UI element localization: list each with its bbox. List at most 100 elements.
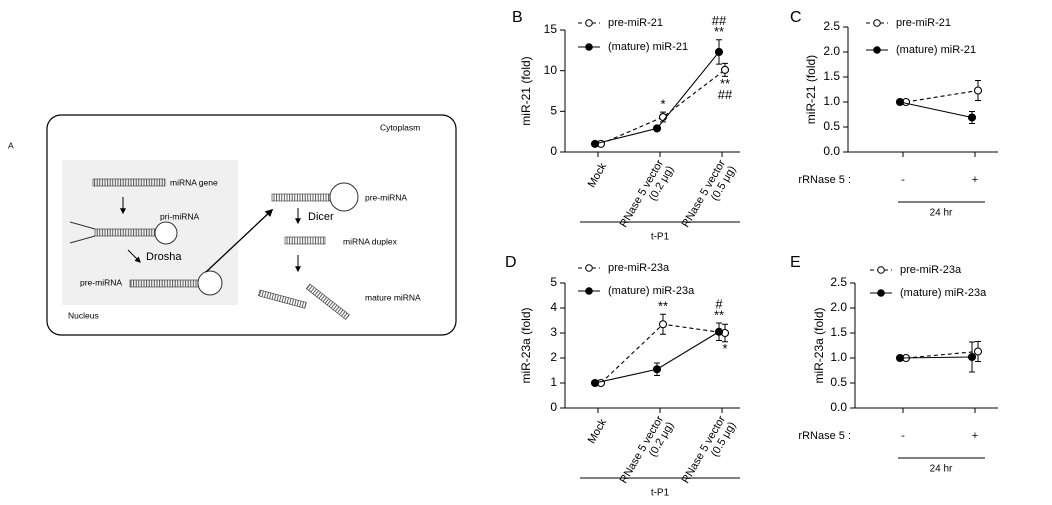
significance: ## [712,13,727,28]
x-tick-label: RNase 5 vector(0.2 μg) [618,414,677,492]
significance: ** [720,76,730,91]
arrow [205,208,274,273]
x-tick-label: RNase 5 vector(0.5 μg) [680,414,739,492]
data-point [714,47,724,57]
nucleus-label: Nucleus [68,310,99,320]
series-line [600,69,726,145]
legend-marker [585,287,593,295]
y-tick-label: 0.0 [823,144,840,158]
data-point [590,378,600,388]
y-tick-label: 0.5 [823,119,840,133]
legend-marker [873,46,881,54]
data-point [895,97,905,107]
pre-label: pre-miRNA [80,277,122,287]
legend-marker [877,266,885,274]
y-tick-label: 1.5 [823,69,840,83]
y-tick-label: 4 [550,300,557,314]
pre-label: pre-miRNA [365,192,407,202]
legend-marker [585,19,593,27]
y-axis-label: miR-21 (fold) [519,56,533,125]
mature-strand [305,283,350,320]
legend-label: (mature) miR-21 [608,41,688,53]
data-point [652,124,662,133]
mature-label: mature miRNA [365,292,421,302]
legend-marker [873,19,881,27]
significance: * [722,341,727,356]
y-tick-label: 5 [550,104,557,118]
group-label: t-P1 [651,232,670,243]
series-line [899,101,973,119]
data-point [967,113,977,122]
legend-label: (mature) miR-23a [608,285,695,297]
series-line [905,89,979,103]
pre-loop [197,270,223,296]
significance: ** [714,24,724,39]
pri-loop [154,221,178,245]
y-tick-label: 10 [544,63,558,77]
y-tick-label: 0.0 [830,400,847,414]
mature-strand [258,289,307,309]
panel-letter: B [512,9,523,26]
y-tick-label: 2.5 [823,19,840,33]
data-point [895,353,905,363]
panel-letter: A [8,140,14,150]
pre-stem [129,279,199,288]
data-point [658,320,668,329]
diagram: A Cytoplasm Nucleus miRNA gene pri-miRNA… [8,114,457,336]
series-line [899,356,973,359]
data-point [658,112,668,122]
row-label: rRNase 5 : [798,430,851,442]
legend-marker [877,289,885,297]
x-tick-label: + [972,430,978,442]
legend-label: (mature) miR-23a [900,287,987,299]
x-tick-label: Mock [586,417,610,446]
data-point [714,327,724,336]
y-tick-label: 0 [550,144,557,158]
group-label: t-P1 [651,488,670,499]
x-tick-label: Mock [586,161,610,190]
panel-letter: E [790,254,801,271]
x-tick-label: RNase 5 vector(0.2 μg) [618,158,677,236]
legend-marker [585,43,593,51]
y-axis-label: miR-21 (fold) [804,55,818,124]
y-tick-label: 0.5 [830,375,847,389]
dicer-label: Dicer [308,211,334,223]
gene-label: miRNA gene [170,177,218,187]
pri-stem [94,228,156,237]
x-tick-label: - [901,430,905,442]
y-tick-label: 3 [550,325,557,339]
y-tick-label: 1 [550,375,557,389]
y-tick-label: 2.0 [823,44,840,58]
panel-letter: C [790,9,802,26]
pre-loop [329,182,359,212]
arrow [127,249,141,263]
group-label: 24 hr [930,208,953,219]
panel-letter: D [505,254,517,271]
data-point [720,65,730,74]
data-point [590,139,600,148]
x-tick-label: + [972,174,978,186]
x-tick-line: Mock [586,417,610,446]
y-tick-label: 15 [544,22,558,36]
y-tick-label: 1.5 [830,325,847,339]
significance: # [715,296,723,311]
significance: * [660,97,665,112]
x-tick-line: Mock [586,161,610,190]
legend-label: pre-miR-23a [608,262,670,274]
significance: ## [718,87,733,102]
y-tick-label: 2.5 [830,275,847,289]
data-point [967,352,977,362]
y-axis-label: miR-23a (fold) [519,307,533,383]
data-point [652,365,662,374]
x-tick-label: RNase 5 vector(0.5 μg) [680,158,739,236]
legend-label: pre-miR-21 [896,17,951,29]
x-tick-label: - [901,174,905,186]
series-line [905,350,979,359]
y-tick-label: 5 [550,275,557,289]
legend-marker [585,264,593,272]
cytoplasm-label: Cytoplasm [380,122,420,132]
data-point [973,347,983,356]
significance: ** [658,299,668,314]
pri-label: pri-miRNA [160,211,200,221]
